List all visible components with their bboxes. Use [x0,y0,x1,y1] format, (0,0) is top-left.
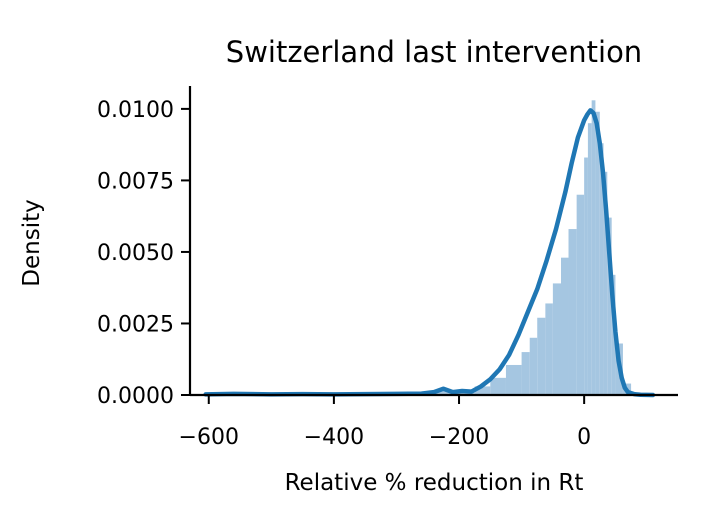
histogram-bar [490,377,506,395]
y-tick-label: 0.0100 [97,98,174,123]
y-axis-label: Density [19,199,45,286]
y-axis-ticks: 0.0000 0.0025 0.0050 0.0075 0.0100 [97,98,190,409]
histogram-bar [599,143,604,395]
histogram-bar [584,157,588,395]
histogram-bar [427,391,460,395]
y-tick-label: 0.0050 [97,241,174,266]
x-tick-label: −200 [429,425,489,450]
kde-curve [203,108,656,398]
histogram-bar [537,317,546,395]
histogram-bar [591,100,596,396]
histogram-bar [529,337,538,395]
y-tick-label: 0.0000 [97,384,174,409]
y-tick-label: 0.0025 [97,312,174,337]
histogram-bar [576,194,585,395]
histogram-bar [505,364,522,395]
histogram-bar [545,303,553,395]
x-tick-label: −400 [304,425,364,450]
chart-title: Switzerland last intervention [226,35,642,69]
y-tick-label: 0.0075 [97,169,174,194]
histogram-bar [595,111,600,395]
histogram-bar [552,283,562,395]
histogram-bar [603,171,608,395]
plot-area [202,100,656,398]
histogram-bars [202,100,647,396]
histogram-bar [521,352,530,395]
histogram-bar [561,257,569,395]
x-tick-label: −600 [179,425,239,450]
x-axis-ticks: −600 −400 −200 0 [179,395,591,450]
histogram-bar [587,123,592,395]
histogram-bar [474,386,491,395]
histogram-bar [607,217,612,395]
x-tick-label: 0 [577,425,591,450]
histogram-bar [568,229,577,395]
x-axis-label: Relative % reduction in Rt [285,470,584,496]
